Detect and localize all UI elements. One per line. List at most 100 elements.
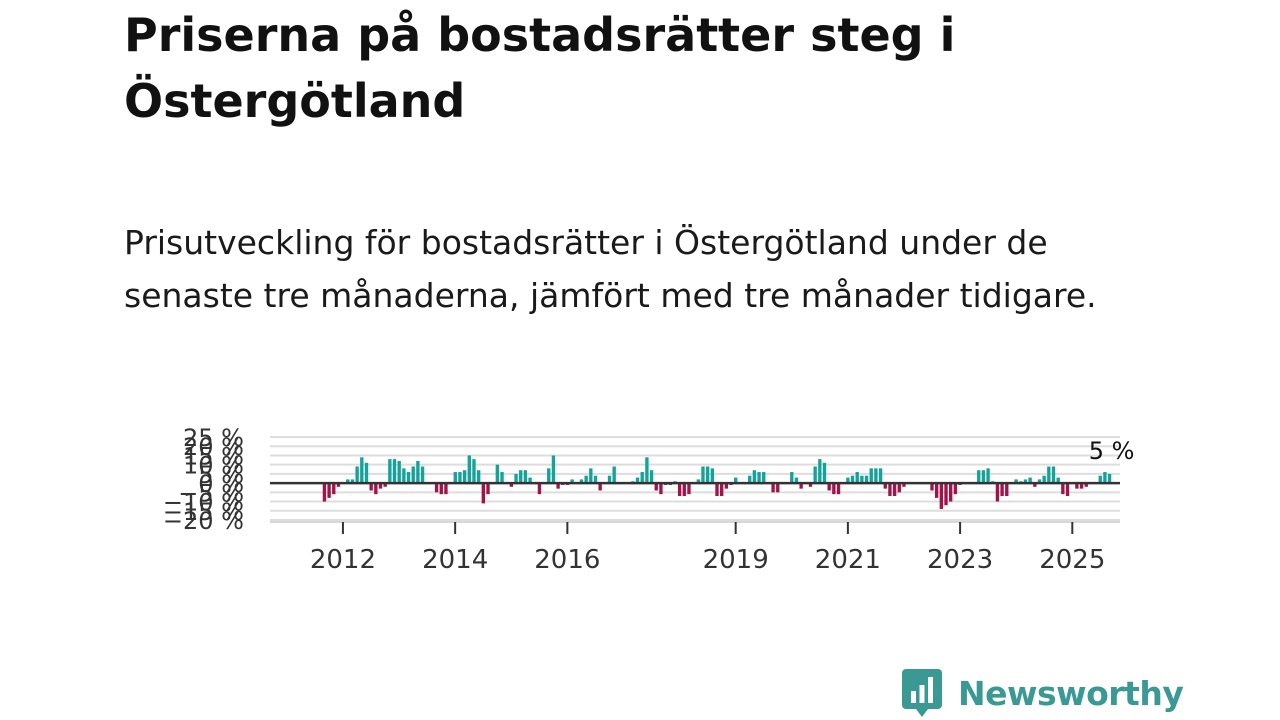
bar-negative bbox=[1065, 483, 1070, 497]
chart-labels: −20 %−15 %−10 %−5 %0 %5 %10 %15 %20 %25 … bbox=[163, 424, 1135, 575]
bar-negative bbox=[1079, 483, 1084, 489]
brand-name: Newsworthy bbox=[958, 673, 1184, 713]
bar-negative bbox=[434, 483, 439, 493]
bar-negative bbox=[715, 483, 719, 497]
bar-negative bbox=[949, 483, 953, 502]
bar-negative bbox=[836, 483, 841, 495]
bar-positive bbox=[458, 472, 462, 484]
bar-positive bbox=[388, 459, 392, 484]
x-tick-label: 2021 bbox=[815, 545, 881, 575]
bar-negative bbox=[486, 483, 490, 495]
bar-negative bbox=[995, 483, 1000, 502]
bar-positive bbox=[570, 479, 574, 484]
bar-positive bbox=[392, 459, 397, 484]
bar-positive bbox=[528, 477, 532, 484]
y-tick-label: 15 % bbox=[183, 442, 244, 470]
bar-negative bbox=[953, 483, 958, 495]
bar-positive bbox=[864, 475, 869, 484]
x-tick-label: 2019 bbox=[703, 545, 769, 575]
bar-positive bbox=[589, 468, 593, 484]
bar-negative bbox=[944, 483, 948, 506]
bar-positive bbox=[734, 477, 738, 484]
y-tick-label: 5 % bbox=[198, 461, 244, 489]
bar-positive bbox=[1037, 479, 1042, 484]
bar-negative bbox=[374, 483, 378, 495]
chart-axes bbox=[270, 481, 1120, 534]
bar-positive bbox=[593, 475, 598, 484]
x-tick-label: 2014 bbox=[422, 545, 488, 575]
y-tick-label: −5 % bbox=[178, 479, 244, 507]
bar-positive bbox=[523, 470, 528, 484]
bar-negative bbox=[897, 483, 901, 493]
bar-negative bbox=[687, 483, 691, 495]
newsworthy-logo-icon bbox=[902, 669, 942, 717]
x-tick-label: 2025 bbox=[1039, 545, 1105, 575]
y-tick-label: 0 % bbox=[198, 470, 244, 498]
bar-positive bbox=[397, 460, 401, 484]
bar-positive bbox=[346, 479, 350, 484]
latest-value-label: 5 % bbox=[1089, 437, 1135, 465]
bar-positive bbox=[977, 470, 981, 484]
bar-negative bbox=[378, 483, 383, 489]
x-tick-label: 2012 bbox=[310, 545, 376, 575]
bar-negative bbox=[327, 483, 331, 498]
bar-negative bbox=[1061, 483, 1065, 495]
bar-positive bbox=[467, 455, 471, 484]
bar-positive bbox=[813, 466, 817, 484]
bar-positive bbox=[860, 475, 864, 484]
bar-negative bbox=[799, 483, 803, 489]
bar-positive bbox=[1051, 466, 1056, 484]
bar-negative bbox=[776, 483, 780, 493]
bar-negative bbox=[827, 483, 831, 491]
bar-positive bbox=[411, 466, 415, 484]
bar-negative bbox=[336, 483, 341, 487]
bar-negative bbox=[509, 483, 514, 487]
bar-negative bbox=[444, 483, 448, 495]
bar-negative bbox=[720, 483, 724, 497]
bar-positive bbox=[1107, 473, 1112, 484]
chart-gridlines bbox=[270, 436, 1120, 521]
bar-negative bbox=[537, 483, 542, 495]
bar-positive bbox=[981, 470, 986, 484]
bar-positive bbox=[1023, 479, 1028, 484]
bar-negative bbox=[934, 483, 939, 498]
bar-positive bbox=[874, 468, 878, 484]
bar-positive bbox=[710, 468, 715, 484]
bar-positive bbox=[748, 475, 752, 484]
bar-negative bbox=[883, 483, 887, 489]
bar-positive bbox=[462, 470, 467, 484]
bar-positive bbox=[406, 472, 411, 484]
bar-negative bbox=[902, 483, 906, 487]
page-title: Priserna på bostadsrätter steg i Östergö… bbox=[124, 8, 956, 128]
bar-positive bbox=[752, 470, 757, 484]
bar-negative bbox=[939, 483, 944, 509]
bar-positive bbox=[612, 466, 616, 484]
page-subtitle: Prisutveckling för bostadsrätter i Öster… bbox=[124, 223, 1097, 315]
bar-positive bbox=[757, 472, 761, 484]
bar-positive bbox=[579, 479, 584, 484]
bar-negative bbox=[832, 483, 836, 495]
bar-negative bbox=[808, 483, 813, 487]
bar-negative bbox=[481, 483, 485, 504]
bar-negative bbox=[654, 483, 658, 491]
bar-negative bbox=[677, 483, 682, 497]
bar-positive bbox=[476, 470, 481, 484]
bar-negative bbox=[930, 483, 934, 491]
bar-positive bbox=[1103, 472, 1107, 484]
bar-negative bbox=[383, 483, 387, 487]
x-tick-label: 2023 bbox=[927, 545, 993, 575]
bar-negative bbox=[322, 483, 327, 502]
bar-positive bbox=[855, 472, 859, 484]
bar-negative bbox=[556, 483, 560, 489]
bar-positive bbox=[350, 479, 355, 484]
bar-positive bbox=[701, 466, 705, 484]
bar-positive bbox=[850, 475, 855, 484]
bar-positive bbox=[1056, 477, 1060, 484]
bar-negative bbox=[332, 483, 336, 495]
bar-positive bbox=[453, 472, 457, 484]
bar-negative bbox=[598, 483, 602, 491]
bar-positive bbox=[705, 466, 710, 484]
bar-positive bbox=[584, 475, 588, 484]
bar-positive bbox=[696, 479, 700, 484]
